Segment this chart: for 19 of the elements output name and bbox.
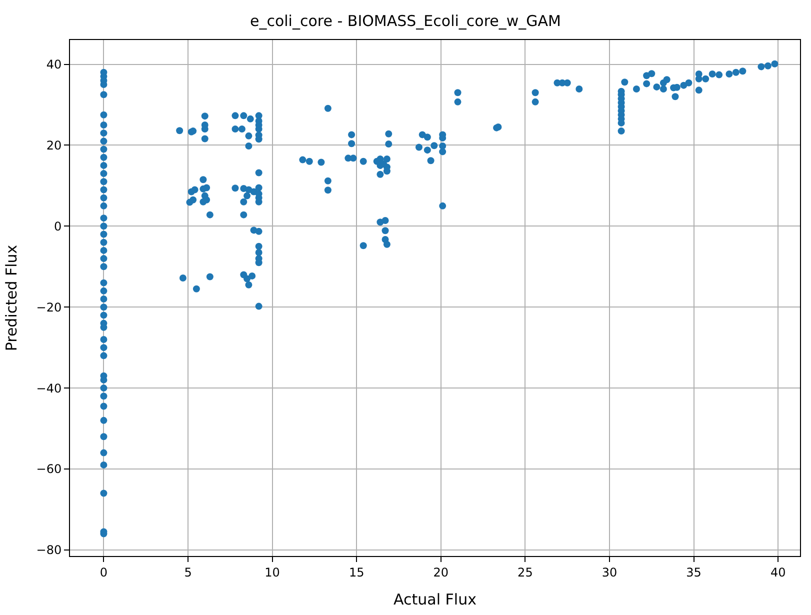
x-tick-label: 35 [686, 565, 702, 580]
x-tick-label: 40 [770, 565, 786, 580]
x-tick-label: 25 [518, 565, 533, 580]
x-tick-label: 15 [348, 565, 364, 580]
y-tick-label: 0 [54, 219, 62, 234]
chart-title: e_coli_core - BIOMASS_Ecoli_core_w_GAM [250, 12, 562, 30]
x-tick-label: 30 [602, 565, 618, 580]
x-axis-title: Actual Flux [394, 590, 477, 608]
x-tick-label: 5 [184, 565, 192, 580]
y-tick-label: 40 [46, 57, 62, 72]
y-tick-label: −60 [36, 462, 62, 476]
y-tick-label: −80 [36, 543, 62, 558]
x-tick-label: 20 [433, 565, 449, 580]
y-tick-label: −40 [36, 381, 62, 396]
y-tick-label: −20 [36, 300, 62, 314]
x-tick-label: 10 [264, 565, 280, 580]
y-axis-title: Predicted Flux [2, 244, 21, 352]
y-tick-label: 20 [46, 138, 62, 152]
x-tick-label: 0 [100, 565, 108, 580]
